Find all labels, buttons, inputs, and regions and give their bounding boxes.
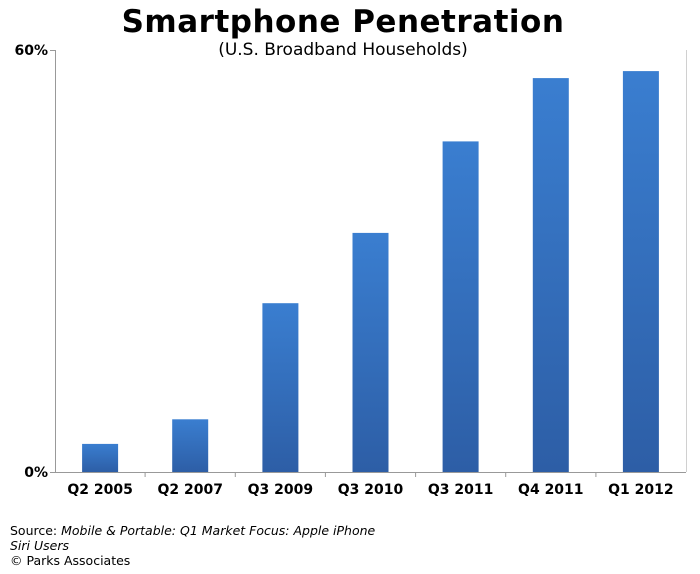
source-note: Source: Mobile & Portable: Q1 Market Foc…	[10, 523, 375, 568]
x-ticks	[144, 472, 597, 477]
source-prefix: Source:	[10, 523, 62, 538]
bar-q3-2011	[442, 141, 479, 472]
x-tick-labels: Q2 2005 Q2 2007 Q3 2009 Q3 2010 Q3 2011 Q4 20…	[67, 482, 673, 498]
source-title-line2: Siri Users	[10, 538, 69, 553]
bar-q2-2007	[172, 419, 209, 473]
y-tick-label-max: 60%	[14, 43, 48, 59]
y-tick-label-min: 0%	[24, 465, 48, 481]
bar-q3-2010	[352, 232, 389, 472]
source-title-line1: Mobile & Portable: Q1 Market Focus: Appl…	[61, 523, 376, 538]
chart-subtitle: (U.S. Broadband Households)	[218, 40, 468, 60]
x-tick-label-q3-2010: Q3 2010	[338, 482, 404, 498]
bar-q3-2009	[262, 303, 299, 472]
bars-group	[82, 71, 659, 473]
x-tick-label-q4-2011: Q4 2011	[518, 482, 583, 498]
bar-q1-2012	[622, 71, 659, 472]
x-tick-label-q1-2012: Q1 2012	[608, 482, 673, 498]
bar-q4-2011	[532, 78, 569, 472]
source-line-1: Source: Mobile & Portable: Q1 Market Foc…	[10, 523, 375, 538]
x-tick-label-q3-2009: Q3 2009	[248, 482, 313, 498]
x-tick-label-q3-2011: Q3 2011	[428, 482, 493, 498]
x-tick-label-q2-2005: Q2 2005	[67, 482, 132, 498]
bar-q2-2005	[82, 443, 119, 472]
chart-title: Smartphone Penetration	[121, 4, 565, 40]
copyright: © Parks Associates	[10, 553, 131, 568]
x-tick-label-q2-2007: Q2 2007	[157, 482, 222, 498]
